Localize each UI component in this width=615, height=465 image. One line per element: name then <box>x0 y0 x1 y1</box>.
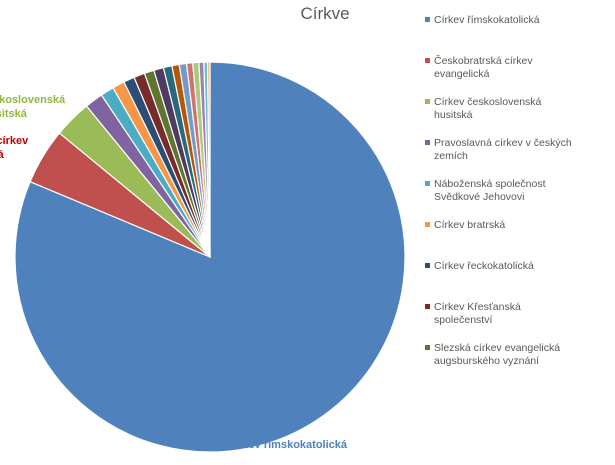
chart-title: Církve <box>300 4 349 23</box>
legend-label: Českobratrská církev evangelická <box>434 54 533 80</box>
legend-item-slezska-cirkev-evangelicka-augsburskeho-vyznani: Slezská církev evangelická augsburského v… <box>425 342 560 367</box>
legend-swatch <box>425 17 430 22</box>
legend-label: Církev římskokatolická <box>434 14 540 26</box>
legend-item-cirkev-krestanska-spolecenstvi: Církev Křesťanská společenství <box>425 301 521 326</box>
legend-item-cirkev-ceskoslovenska-husitska: Církev československá husitská <box>425 96 542 121</box>
legend-swatch <box>425 345 430 350</box>
legend-label: Pravoslavná církev v českých zemích <box>434 137 572 162</box>
legend-item-cirkev-rimskokatolicka: Církev římskokatolická <box>425 14 540 26</box>
legend-label: Církev řeckokatolická <box>434 260 534 272</box>
legend-swatch <box>425 304 430 309</box>
pie-slice-other-17 <box>206 61 211 258</box>
legend-item-nabozenska-spolecnost-svedkove-jehovovi: Náboženská společnost Svědkové Jehovovi <box>425 178 546 203</box>
chart-legend: Církev římskokatolická Českobratrská círk… <box>425 14 572 367</box>
legend-swatch <box>425 99 430 104</box>
legend-item-ceskobratrska-cirkev-evangelicka: Českobratrská církev evangelická <box>425 54 533 80</box>
legend-label: Náboženská společnost Svědkové Jehovovi <box>434 178 546 203</box>
pie-slices <box>14 61 406 453</box>
legend-item-cirkev-bratrska: Církev bratrská <box>425 219 505 231</box>
legend-swatch <box>425 140 430 145</box>
legend-label: Církev bratrská <box>434 219 505 231</box>
legend-item-cirkev-reckokatolicka: Církev řeckokatolická <box>425 260 534 272</box>
pie-data-labels: Církev římskokatolická Českobratrská círk… <box>0 94 348 451</box>
legend-swatch <box>425 58 430 63</box>
legend-label: Církev československá husitská <box>434 96 542 121</box>
legend-item-pravoslavna-cirkev-v-ceskych-zemich: Pravoslavná církev v českých zemích <box>425 137 572 162</box>
legend-swatch <box>425 263 430 268</box>
legend-swatch <box>425 181 430 186</box>
legend-label: Slezská církev evangelická augsburského v… <box>434 342 560 367</box>
legend-label: Církev Křesťanská společenství <box>434 301 521 326</box>
legend-swatch <box>425 222 430 227</box>
data-label-cirkev-rimskokatolicka: Církev římskokatolická <box>227 439 348 451</box>
